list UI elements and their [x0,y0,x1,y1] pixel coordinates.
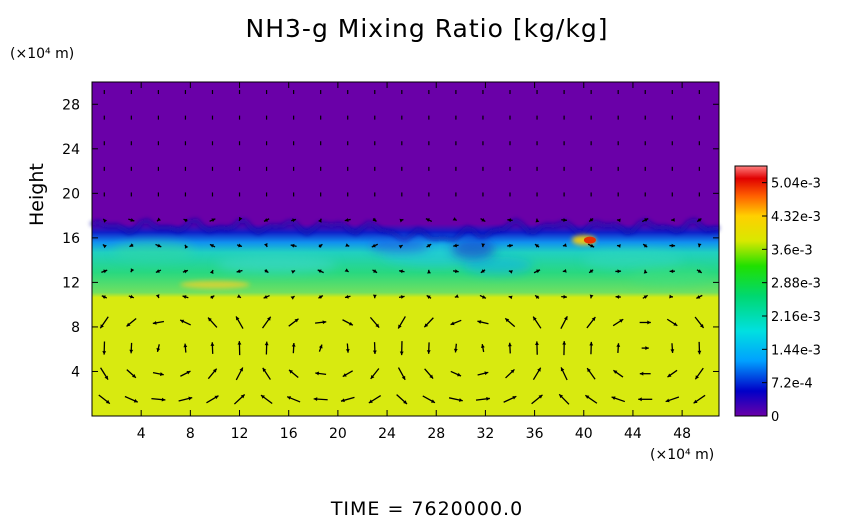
y-tick-label: 28 [62,97,80,113]
y-tick-label: 12 [62,275,80,291]
x-tick-label: 44 [624,426,642,442]
colorbar-tick-label: 5.04e-3 [771,177,821,192]
plume [451,239,495,259]
yellow-streak [180,281,250,289]
colorbar-tick-label: 0 [771,410,779,425]
heatmap-field [92,82,719,416]
x-tick-label: 12 [231,426,249,442]
colorbar-gradient [735,166,767,416]
y-tick-label: 4 [71,364,80,380]
y-tick-label: 24 [62,142,80,158]
colorbar-tick-label: 1.44e-3 [771,343,821,358]
colorbar-tick-label: 7.2e-4 [771,377,813,392]
y-tick-label: 16 [62,231,80,247]
y-tick-label: 8 [71,320,80,336]
x-tick-label: 24 [378,426,396,442]
colorbar: 0 7.2e-4 1.44e-3 2.16e-3 2.88e-3 3.6e-3 4.32e-… [735,166,821,425]
colorbar-tick-label: 2.16e-3 [771,310,821,325]
y-tick-label: 20 [62,186,80,202]
x-tick-label: 40 [575,426,593,442]
x-tick-label: 20 [329,426,347,442]
hot-spot [584,237,596,244]
time-label: TIME = 7620000.0 [0,498,854,520]
colorbar-tick-label: 3.6e-3 [771,243,813,258]
x-tick-label: 32 [476,426,494,442]
x-tick-label: 28 [427,426,445,442]
x-tick-label: 48 [673,426,691,442]
colorbar-tick-label: 4.32e-3 [771,210,821,225]
plume [113,241,193,261]
x-tick-label: 8 [186,426,195,442]
plume [463,257,533,275]
colorbar-tick-label: 2.88e-3 [771,277,821,292]
x-tick-label: 4 [137,426,146,442]
x-tick-label: 36 [526,426,544,442]
plume [583,250,683,270]
x-tick-label: 16 [280,426,298,442]
